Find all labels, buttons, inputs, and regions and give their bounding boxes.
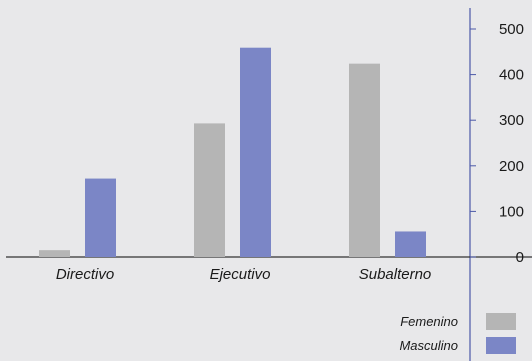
y-tick-label: 100 <box>499 203 524 220</box>
bar-masculino-directivo <box>85 178 116 257</box>
bar-femenino-directivo <box>39 250 70 257</box>
legend-swatch <box>486 337 516 354</box>
bar-masculino-ejecutivo <box>240 47 271 257</box>
bar-femenino-ejecutivo <box>194 123 225 257</box>
x-tick-label: Ejecutivo <box>210 266 271 283</box>
legend-label: Femenino <box>400 314 458 329</box>
x-labels-group: Directivo Ejecutivo Subalterno <box>56 266 431 283</box>
y-tick-label: 400 <box>499 67 524 84</box>
bars-group <box>39 47 426 257</box>
legend-label: Masculino <box>399 338 458 353</box>
y-ticks-group: 0 100 200 300 400 500 <box>470 21 524 266</box>
y-tick-label: 300 <box>499 112 524 129</box>
y-tick-label: 0 <box>516 249 524 266</box>
bar-masculino-subalterno <box>395 231 426 257</box>
legend: Femenino Masculino <box>399 313 516 354</box>
y-tick-label: 200 <box>499 158 524 175</box>
y-tick-label: 500 <box>499 21 524 38</box>
x-tick-label: Directivo <box>56 266 114 283</box>
bar-femenino-subalterno <box>349 63 380 257</box>
legend-swatch <box>486 313 516 330</box>
x-tick-label: Subalterno <box>359 266 432 283</box>
